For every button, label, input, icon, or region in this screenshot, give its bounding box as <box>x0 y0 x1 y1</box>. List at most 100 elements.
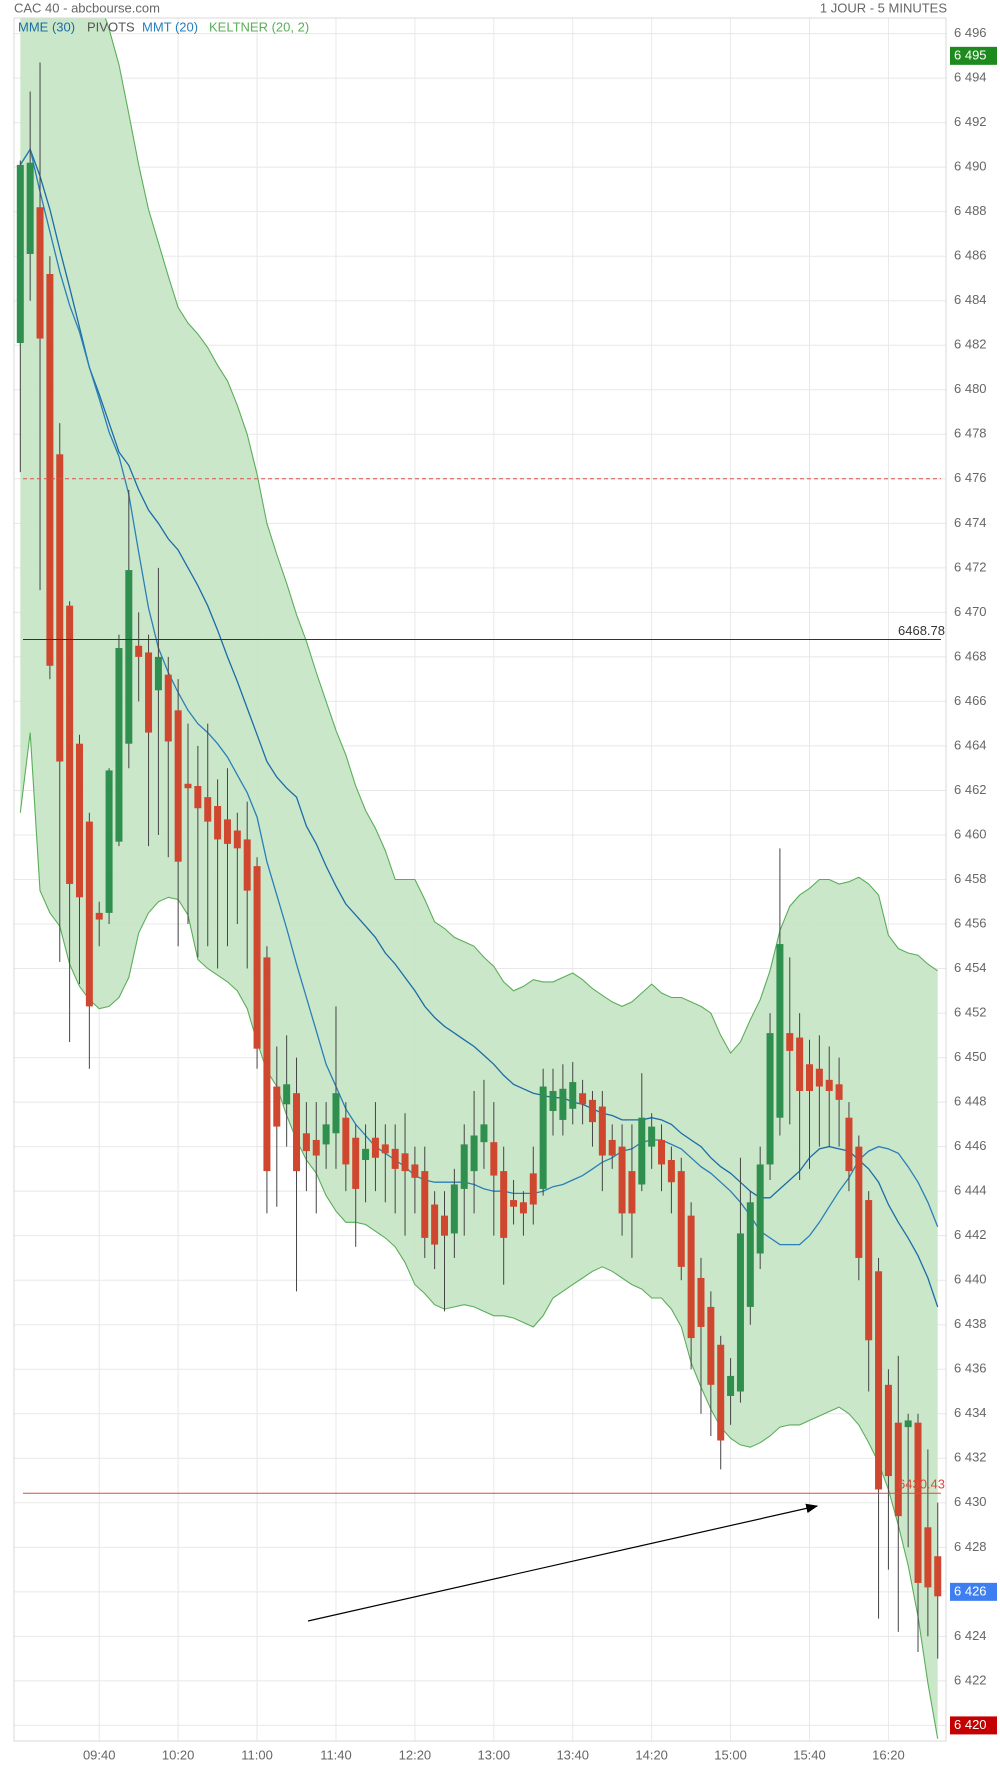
y-tick-label: 6 470 <box>954 604 987 619</box>
candle-body <box>125 570 133 744</box>
candle-body <box>598 1106 606 1156</box>
y-tick-label: 6 462 <box>954 782 987 797</box>
price-tag-label: 6 495 <box>954 47 987 62</box>
candle-body <box>776 944 784 1118</box>
y-tick-label: 6 434 <box>954 1405 987 1420</box>
candle-body <box>549 1090 557 1112</box>
candle-body <box>115 647 123 842</box>
candle-body <box>352 1137 360 1189</box>
candle-body <box>16 164 24 344</box>
candle-body <box>480 1124 488 1143</box>
keltner-lower <box>19 732 939 1739</box>
moving-average <box>19 147 939 1246</box>
candle-body <box>470 1135 478 1172</box>
price-tag <box>950 1582 997 1601</box>
candle-body <box>381 1144 389 1154</box>
legend-entry: MME (30) <box>18 19 75 34</box>
x-tick-label: 16:20 <box>872 1747 905 1762</box>
y-tick-label: 6 444 <box>954 1183 987 1198</box>
candle-body <box>559 1088 567 1120</box>
candle-body <box>66 605 74 884</box>
candle-body <box>164 674 172 742</box>
y-tick-label: 6 474 <box>954 515 987 530</box>
price-tag-label: 6 426 <box>954 1583 987 1598</box>
candle-body <box>135 645 143 657</box>
price-tag-label: 6 420 <box>954 1717 987 1732</box>
x-tick-label: 11:40 <box>320 1747 352 1762</box>
y-tick-label: 6 424 <box>954 1628 987 1643</box>
y-tick-label: 6 480 <box>954 381 987 396</box>
y-tick-label: 6 468 <box>954 648 987 663</box>
candle-body <box>786 1033 794 1051</box>
y-tick-label: 6 492 <box>954 114 987 129</box>
y-tick-label: 6 486 <box>954 248 987 263</box>
candle-body <box>904 1420 912 1428</box>
candle-body <box>154 656 162 691</box>
candle-body <box>934 1556 942 1597</box>
candle-body <box>658 1139 666 1165</box>
candle-body <box>431 1204 439 1245</box>
y-tick-label: 6 496 <box>954 25 987 40</box>
candle-body <box>579 1093 587 1105</box>
y-tick-label: 6 446 <box>954 1138 987 1153</box>
x-tick-label: 10:20 <box>162 1747 195 1762</box>
y-tick-label: 6 448 <box>954 1094 987 1109</box>
y-tick-label: 6 494 <box>954 70 987 85</box>
candle-body <box>26 162 34 254</box>
candle-body <box>243 839 251 891</box>
drawn-arrow <box>307 1503 819 1622</box>
candle-body <box>519 1202 527 1214</box>
candle-body <box>529 1173 537 1205</box>
candle-body <box>914 1422 922 1583</box>
y-tick-label: 6 438 <box>954 1316 987 1331</box>
candle-body <box>105 770 113 913</box>
y-tick-label: 6 422 <box>954 1672 987 1687</box>
y-tick-label: 6 458 <box>954 871 987 886</box>
moving-average <box>19 147 939 1308</box>
x-tick-label: 13:40 <box>556 1747 589 1762</box>
candle-body <box>667 1159 675 1183</box>
candle-body <box>233 830 241 849</box>
y-tick-label: 6 436 <box>954 1361 987 1376</box>
chart-title: CAC 40 - abcbourse.com <box>14 0 160 15</box>
candle-body <box>440 1215 448 1236</box>
pivot-label: 6430.43 <box>898 1477 945 1492</box>
y-tick-label: 6 478 <box>954 426 987 441</box>
candle-body <box>687 1215 695 1339</box>
candle-body <box>806 1064 813 1091</box>
y-tick-label: 6 460 <box>954 826 987 841</box>
candle-body <box>539 1086 547 1189</box>
candle-body <box>569 1082 577 1109</box>
y-tick-label: 6 450 <box>954 1049 987 1064</box>
candle-body <box>342 1117 350 1165</box>
candle-body <box>490 1142 498 1176</box>
x-tick-label: 15:00 <box>714 1747 747 1762</box>
x-tick-label: 12:20 <box>399 1747 432 1762</box>
y-tick-label: 6 452 <box>954 1005 987 1020</box>
candle-body <box>411 1164 419 1178</box>
candle-body <box>707 1306 715 1385</box>
candle-body <box>736 1233 744 1392</box>
candle-body <box>756 1164 764 1254</box>
x-tick-label: 13:00 <box>478 1747 511 1762</box>
candle-body <box>36 207 44 339</box>
candle-body <box>85 821 93 1007</box>
candle-body <box>46 274 54 666</box>
candle-body <box>638 1117 646 1185</box>
candle-body <box>500 1171 508 1238</box>
candle-body <box>450 1184 458 1234</box>
candle-body <box>875 1271 883 1490</box>
candle-body <box>401 1153 409 1172</box>
candle-body <box>697 1277 705 1327</box>
plot-frame <box>13 17 947 1742</box>
candle-body <box>884 1384 892 1477</box>
candle-body <box>766 1033 774 1165</box>
y-tick-label: 6 456 <box>954 915 987 930</box>
chart-subtitle: 1 JOUR - 5 MINUTES <box>820 0 947 15</box>
y-tick-label: 6 442 <box>954 1227 987 1242</box>
x-tick-label: 15:40 <box>793 1747 826 1762</box>
candle-body <box>845 1117 853 1172</box>
candle-body <box>608 1139 616 1156</box>
candle-body <box>618 1146 626 1214</box>
